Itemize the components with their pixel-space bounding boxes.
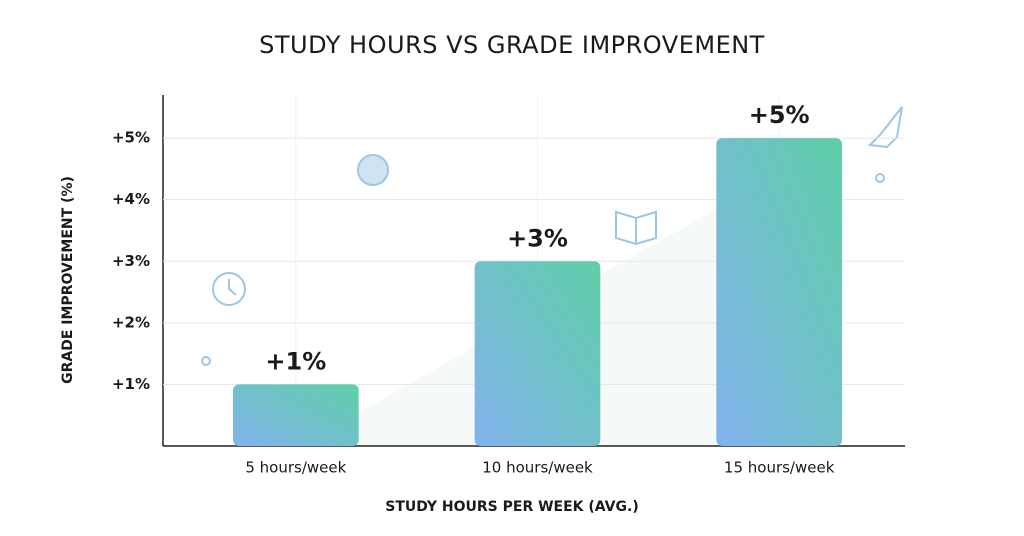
value-label: +5% bbox=[749, 101, 810, 129]
bar bbox=[474, 261, 601, 446]
y-axis-title: GRADE IMPROVEMENT (%) bbox=[60, 176, 76, 384]
value-label: +3% bbox=[507, 224, 568, 252]
y-tick-label: +5% bbox=[112, 129, 150, 147]
y-tick-label: +4% bbox=[112, 190, 150, 208]
chart-title: STUDY HOURS VS GRADE IMPROVEMENT bbox=[259, 31, 765, 59]
x-tick-label: 15 hours/week bbox=[724, 459, 835, 477]
y-tick-label: +2% bbox=[112, 313, 150, 331]
y-tick-label: +1% bbox=[112, 375, 150, 393]
y-tick-label: +3% bbox=[112, 252, 150, 270]
bar bbox=[716, 138, 842, 446]
decor-icons bbox=[201, 106, 903, 366]
x-axis-title: STUDY HOURS PER WEEK (AVG.) bbox=[385, 499, 638, 515]
x-tick-label: 10 hours/week bbox=[482, 459, 593, 477]
x-tick-label: 5 hours/week bbox=[245, 459, 346, 477]
value-label: +1% bbox=[265, 347, 326, 375]
bar bbox=[233, 384, 359, 446]
